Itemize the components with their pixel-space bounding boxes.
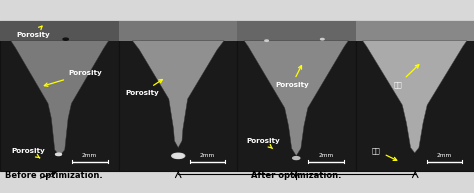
Text: 2mm: 2mm bbox=[200, 153, 215, 158]
Circle shape bbox=[172, 153, 185, 158]
Text: After optimization.: After optimization. bbox=[251, 171, 342, 180]
Text: Porosity: Porosity bbox=[275, 65, 309, 88]
Circle shape bbox=[55, 153, 62, 156]
Circle shape bbox=[292, 157, 300, 160]
Text: 2mm: 2mm bbox=[318, 153, 334, 158]
Circle shape bbox=[320, 38, 324, 40]
Circle shape bbox=[173, 154, 183, 158]
Bar bbox=[237, 21, 356, 171]
Bar bbox=[356, 21, 474, 171]
Polygon shape bbox=[244, 41, 348, 156]
Circle shape bbox=[265, 40, 268, 41]
Text: Porosity: Porosity bbox=[12, 147, 46, 158]
Bar bbox=[119, 21, 237, 41]
Polygon shape bbox=[363, 41, 467, 153]
Bar bbox=[119, 21, 237, 171]
Text: Porosity: Porosity bbox=[44, 70, 102, 86]
Polygon shape bbox=[132, 41, 224, 148]
Bar bbox=[356, 21, 474, 41]
Bar bbox=[0, 21, 119, 171]
Circle shape bbox=[63, 38, 68, 40]
Text: 2mm: 2mm bbox=[437, 153, 452, 158]
Text: 气孔: 气孔 bbox=[372, 147, 397, 160]
Bar bbox=[0, 21, 119, 41]
Text: 2mm: 2mm bbox=[82, 153, 97, 158]
Bar bbox=[237, 21, 356, 41]
Text: Porosity: Porosity bbox=[126, 80, 163, 96]
Text: 气孔: 气孔 bbox=[393, 65, 419, 88]
Text: Porosity: Porosity bbox=[246, 138, 280, 148]
Text: Porosity: Porosity bbox=[17, 26, 50, 38]
Text: Before optimization.: Before optimization. bbox=[5, 171, 102, 180]
Polygon shape bbox=[11, 41, 109, 156]
